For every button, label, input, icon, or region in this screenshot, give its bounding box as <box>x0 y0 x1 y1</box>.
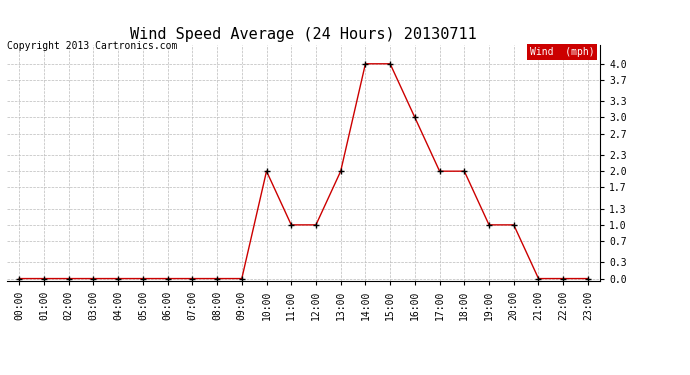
Text: Copyright 2013 Cartronics.com: Copyright 2013 Cartronics.com <box>7 41 177 51</box>
Text: Wind  (mph): Wind (mph) <box>530 47 594 57</box>
Title: Wind Speed Average (24 Hours) 20130711: Wind Speed Average (24 Hours) 20130711 <box>130 27 477 42</box>
